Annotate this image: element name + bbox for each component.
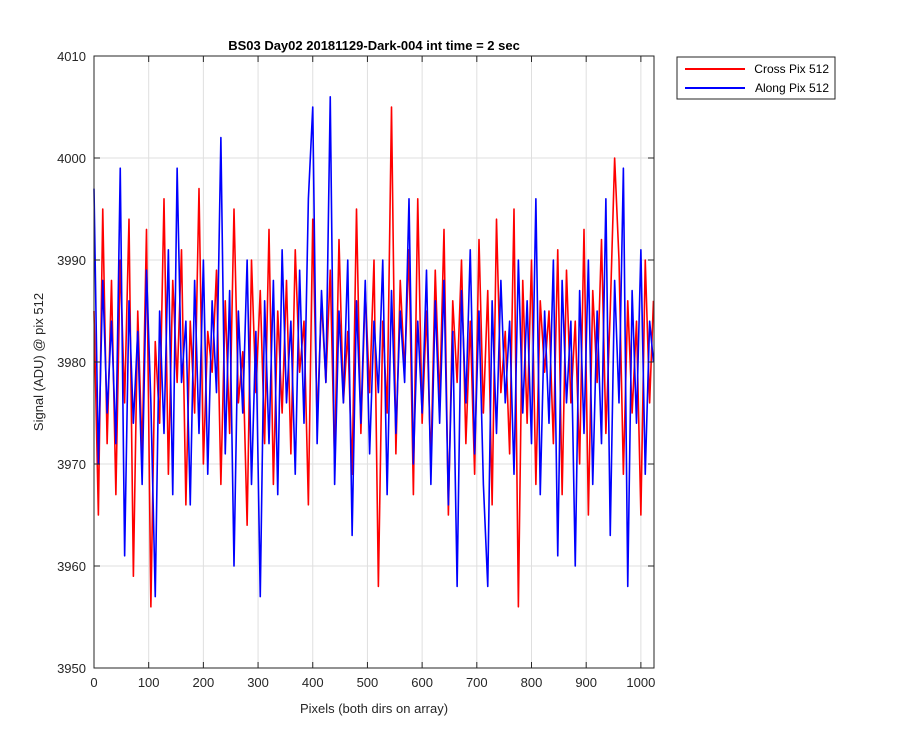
y-tick-label: 3980 bbox=[57, 355, 86, 370]
y-tick-label: 3950 bbox=[57, 661, 86, 676]
grid-lines bbox=[94, 56, 654, 668]
x-tick-label: 1000 bbox=[626, 675, 655, 690]
legend-label-along: Along Pix 512 bbox=[755, 81, 829, 95]
x-tick-label: 800 bbox=[521, 675, 543, 690]
y-axis-label: Signal (ADU) @ pix 512 bbox=[31, 293, 46, 431]
x-tick-label: 200 bbox=[193, 675, 215, 690]
y-tick-label: 3970 bbox=[57, 457, 86, 472]
series-line-along-pix-512 bbox=[93, 96, 655, 598]
y-tick-label: 4010 bbox=[57, 49, 86, 64]
x-tick-label: 400 bbox=[302, 675, 324, 690]
y-tick-label: 3990 bbox=[57, 253, 86, 268]
legend: Cross Pix 512 Along Pix 512 bbox=[676, 56, 836, 100]
legend-box bbox=[676, 56, 836, 100]
legend-label-cross: Cross Pix 512 bbox=[754, 62, 829, 76]
y-tick-label: 3960 bbox=[57, 559, 86, 574]
x-tick-label: 700 bbox=[466, 675, 488, 690]
chart-title: BS03 Day02 20181129-Dark-004 int time = … bbox=[228, 38, 520, 53]
x-axis-label: Pixels (both dirs on array) bbox=[300, 701, 448, 716]
x-tick-label: 100 bbox=[138, 675, 160, 690]
x-tick-label: 500 bbox=[357, 675, 379, 690]
x-tick-label: 600 bbox=[411, 675, 433, 690]
series-lines bbox=[93, 96, 655, 608]
axis-ticks: 0 100 200 300 400 500 600 700 800 900 1000 3950 3960… bbox=[57, 49, 655, 690]
x-tick-label: 0 bbox=[90, 675, 97, 690]
x-tick-label: 300 bbox=[247, 675, 269, 690]
y-tick-label: 4000 bbox=[57, 151, 86, 166]
x-tick-label: 900 bbox=[575, 675, 597, 690]
